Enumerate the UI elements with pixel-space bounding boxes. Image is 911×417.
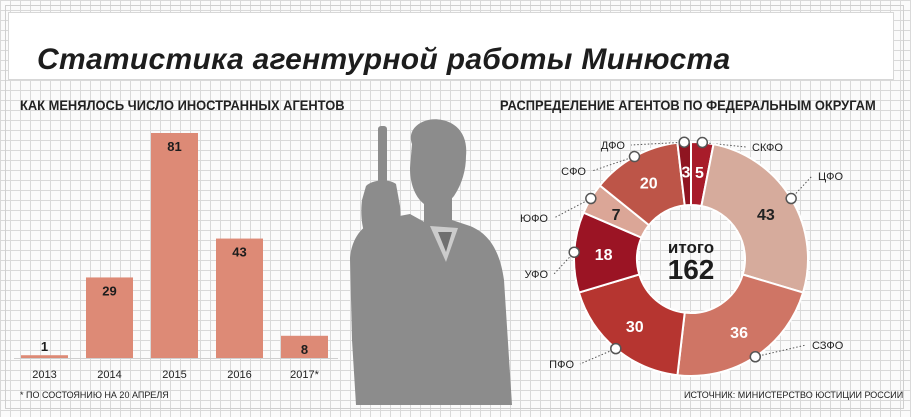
title-panel: Статистика агентурной работы Минюста xyxy=(8,12,894,80)
pie-marker-dot xyxy=(585,192,597,205)
bar-category-label: 2017* xyxy=(290,369,319,381)
pie-value-label: 7 xyxy=(612,207,621,224)
pie-value-label: 3 xyxy=(681,165,690,182)
pie-slice-label: СФО xyxy=(561,166,586,178)
pie-slice-label: УФО xyxy=(524,269,548,281)
pie-leader-line xyxy=(591,156,635,172)
pie-slice-ПФО xyxy=(577,273,686,377)
pie-value-label: 5 xyxy=(695,165,704,182)
pie-slice-СЗФО xyxy=(676,273,805,377)
bar-category-label: 2016 xyxy=(227,369,251,381)
pie-total-label: итого xyxy=(668,238,714,257)
pie-value-label: 18 xyxy=(595,247,613,264)
bar-2015 xyxy=(151,133,198,358)
pie-marker-dot xyxy=(568,246,580,258)
pie-total-value: 162 xyxy=(668,254,715,285)
pie-marker-dot xyxy=(749,351,762,363)
pie-marker-dot xyxy=(610,342,622,355)
bar-category-label: 2013 xyxy=(32,369,56,381)
page-title: Статистика агентурной работы Минюста xyxy=(37,43,731,76)
bar-value-label: 43 xyxy=(232,245,246,260)
pie-marker-dot xyxy=(628,150,641,163)
bar-category-label: 2015 xyxy=(162,369,186,381)
pie-slice-label: СЗФО xyxy=(812,340,844,352)
pie-leader-line xyxy=(702,142,747,148)
pie-chart-title: РАСПРЕДЕЛЕНИЕ АГЕНТОВ ПО ФЕДЕРАЛЬНЫМ ОКР… xyxy=(500,97,876,113)
pie-slice-label: ДФО xyxy=(601,140,626,152)
pie-leader-line xyxy=(755,344,807,358)
spy-silhouette-icon xyxy=(350,119,512,405)
source-note: ИСТОЧНИК: МИНИСТЕРСТВО ЮСТИЦИИ РОССИИ xyxy=(684,390,904,400)
pie-value-label: 36 xyxy=(730,325,748,342)
pie-marker-dot xyxy=(785,192,797,205)
pie-leader-line xyxy=(579,348,616,365)
infographic-frame xyxy=(5,5,904,409)
bar-value-label: 1 xyxy=(41,339,48,354)
bar-2013 xyxy=(21,355,68,358)
pie-value-label: 43 xyxy=(757,207,775,224)
bar-value-label: 81 xyxy=(167,139,181,154)
pie-slice-label: ЮФО xyxy=(520,213,548,225)
pie-slice-label: ЦФО xyxy=(818,171,844,183)
pie-slice-label: ПФО xyxy=(549,359,574,371)
bar-2017* xyxy=(281,335,328,358)
bar-category-label: 2014 xyxy=(97,369,121,381)
bar-footnote: * ПО СОСТОЯНИЮ НА 20 АПРЕЛЯ xyxy=(20,390,169,400)
pie-slice-ЦФО xyxy=(700,143,809,294)
pie-value-label: 20 xyxy=(640,175,658,192)
pie-slice-label: СКФО xyxy=(752,142,783,154)
pie-value-label: 30 xyxy=(626,319,644,336)
bar-chart-title: КАК МЕНЯЛОСЬ ЧИСЛО ИНОСТРАННЫХ АГЕНТОВ xyxy=(20,97,345,113)
bar-value-label: 8 xyxy=(301,342,308,357)
bar-2016 xyxy=(216,238,263,358)
bar-value-label: 29 xyxy=(102,283,116,298)
bar-2014 xyxy=(86,277,133,358)
pie-marker-dot xyxy=(678,136,690,148)
pie-marker-dot xyxy=(696,136,709,149)
pie-leader-line xyxy=(790,175,813,199)
